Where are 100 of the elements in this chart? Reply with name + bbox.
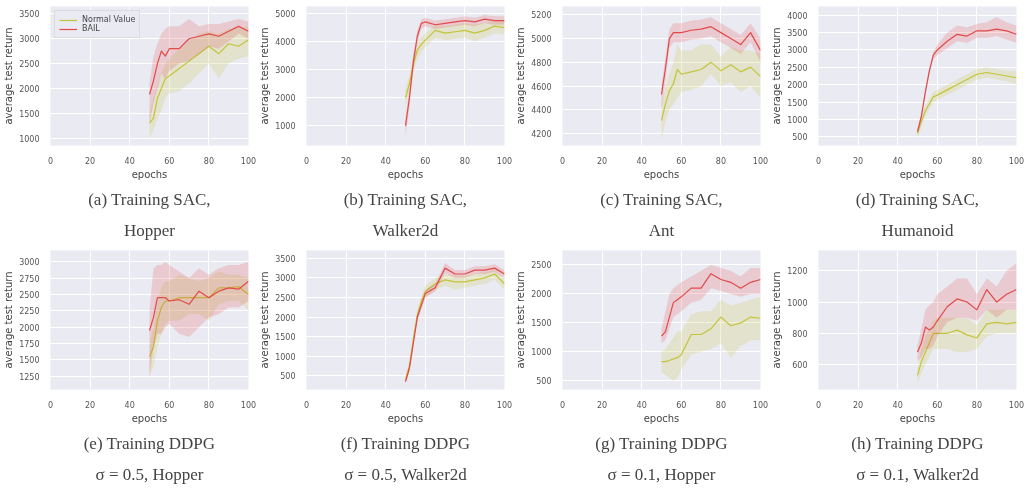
x-tick-label: 20 <box>85 400 96 410</box>
y-tick-label: 1500 <box>19 109 40 119</box>
y-tick-label: 2000 <box>531 290 552 300</box>
x-tick-label: 20 <box>85 156 96 166</box>
x-tick-label: 60 <box>676 400 687 410</box>
y-tick-label: 1500 <box>787 98 808 108</box>
y-tick-label: 4200 <box>531 130 552 140</box>
x-tick-label: 40 <box>892 156 903 166</box>
y-tick-label: 2500 <box>19 290 40 300</box>
x-tick-label: 0 <box>303 156 310 166</box>
x-tick-label: 80 <box>203 156 214 166</box>
x-axis-title: epochs <box>643 412 680 424</box>
y-tick-label: 500 <box>536 377 552 387</box>
y-axis-title: average test return <box>3 27 15 125</box>
x-tick-label: 40 <box>892 400 903 410</box>
y-tick-label: 3000 <box>787 46 808 56</box>
y-tick-label: 3500 <box>275 254 296 264</box>
x-tick-label: 100 <box>1008 156 1025 166</box>
x-tick-label: 40 <box>636 156 647 166</box>
x-axis-title: epochs <box>131 168 168 180</box>
legend-label: Normal Value <box>82 15 136 24</box>
x-tick-label: 100 <box>496 400 513 410</box>
y-tick-label: 3000 <box>275 274 296 284</box>
x-tick-label: 80 <box>971 400 982 410</box>
y-tick-label: 1500 <box>531 319 552 329</box>
y-tick-label: 4400 <box>531 106 552 116</box>
x-tick-label: 80 <box>715 156 726 166</box>
y-tick-label: 500 <box>792 133 808 143</box>
y-tick-label: 4600 <box>531 82 552 92</box>
x-tick-label: 80 <box>459 156 470 166</box>
x-tick-label: 60 <box>676 156 687 166</box>
x-tick-label: 100 <box>240 156 257 166</box>
x-tick-label: 100 <box>752 400 769 410</box>
x-tick-label: 60 <box>420 156 431 166</box>
y-tick-label: 2000 <box>19 84 40 94</box>
y-tick-label: 800 <box>792 329 808 339</box>
x-axis-title: epochs <box>899 412 936 424</box>
y-tick-label: 3500 <box>19 10 40 20</box>
y-tick-label: 2000 <box>787 81 808 91</box>
x-tick-label: 20 <box>341 400 352 410</box>
x-tick-label: 20 <box>597 400 608 410</box>
y-tick-label: 1000 <box>531 348 552 358</box>
x-tick-label: 60 <box>932 400 943 410</box>
x-tick-label: 0 <box>815 400 822 410</box>
y-tick-label: 1000 <box>787 115 808 125</box>
y-tick-label: 3000 <box>275 66 296 76</box>
y-tick-label: 1000 <box>787 298 808 308</box>
y-tick-label: 5000 <box>275 10 296 20</box>
x-tick-label: 0 <box>47 156 54 166</box>
x-tick-label: 100 <box>1008 400 1025 410</box>
y-tick-label: 1000 <box>275 122 296 132</box>
y-tick-label: 1000 <box>19 134 40 144</box>
x-axis-title: epochs <box>131 412 168 424</box>
y-tick-label: 1000 <box>275 352 296 362</box>
y-axis-title: average test return <box>259 27 271 125</box>
text: (a) Training SAC, Hopper <box>88 189 211 240</box>
x-tick-label: 100 <box>496 156 513 166</box>
y-tick-label: 2500 <box>275 293 296 303</box>
y-tick-label: 2000 <box>275 94 296 104</box>
y-tick-label: 3000 <box>19 35 40 45</box>
x-tick-label: 0 <box>815 156 822 166</box>
x-tick-label: 60 <box>164 156 175 166</box>
y-tick-label: 1200 <box>787 267 808 277</box>
text: (g) Training DDPG σ = 0.1, Hopper <box>595 433 728 484</box>
y-axis-title: average test return <box>259 271 271 369</box>
y-tick-label: 3500 <box>787 29 808 39</box>
x-tick-label: 0 <box>559 156 566 166</box>
y-tick-label: 4000 <box>787 11 808 21</box>
x-tick-label: 100 <box>752 156 769 166</box>
y-tick-label: 2750 <box>19 274 40 284</box>
x-tick-label: 40 <box>124 400 135 410</box>
y-tick-label: 4800 <box>531 58 552 68</box>
y-tick-label: 1500 <box>19 356 40 366</box>
y-axis-title: average test return <box>3 271 15 369</box>
y-tick-label: 2000 <box>19 323 40 333</box>
y-tick-label: 600 <box>792 361 808 371</box>
x-tick-label: 0 <box>559 400 566 410</box>
x-tick-label: 80 <box>459 400 470 410</box>
x-tick-label: 60 <box>932 156 943 166</box>
text: (b) Training SAC, Walker2d <box>343 189 467 240</box>
y-tick-label: 2250 <box>19 307 40 317</box>
y-tick-label: 500 <box>280 372 296 382</box>
y-tick-label: 1750 <box>19 340 40 350</box>
y-tick-label: 5200 <box>531 11 552 21</box>
y-axis-title: average test return <box>515 271 527 369</box>
y-axis-title: average test return <box>771 271 783 369</box>
x-tick-label: 60 <box>420 400 431 410</box>
x-axis-title: epochs <box>899 168 936 180</box>
text: (c) Training SAC, Ant <box>600 189 723 240</box>
x-tick-label: 20 <box>853 400 864 410</box>
y-tick-label: 5000 <box>531 35 552 45</box>
y-tick-label: 2500 <box>787 63 808 73</box>
y-tick-label: 1250 <box>19 372 40 382</box>
y-axis-title: average test return <box>771 27 783 125</box>
x-tick-label: 40 <box>380 400 391 410</box>
legend-label: BAIL <box>82 24 101 33</box>
y-tick-label: 3000 <box>19 258 40 268</box>
x-tick-label: 0 <box>303 400 310 410</box>
x-tick-label: 0 <box>47 400 54 410</box>
x-tick-label: 60 <box>164 400 175 410</box>
